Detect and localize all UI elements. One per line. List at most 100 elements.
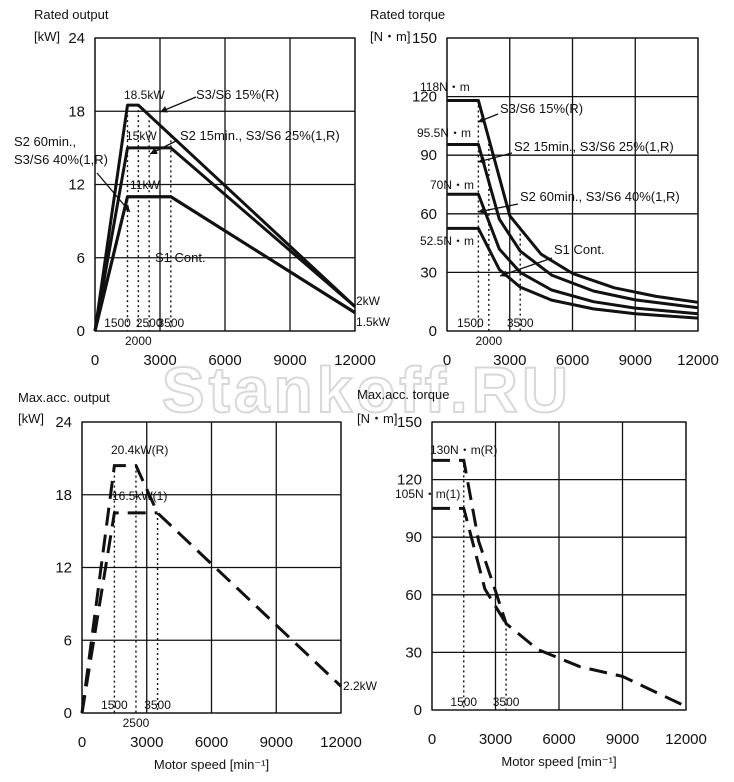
speed-marker-label: 1500 bbox=[457, 316, 484, 330]
annotation-label: S1 Cont. bbox=[554, 242, 605, 257]
y-tick-label: 24 bbox=[55, 414, 72, 431]
x-tick-label: 6000 bbox=[542, 731, 575, 748]
plot-frame bbox=[431, 421, 687, 711]
x-tick-label: 6000 bbox=[556, 352, 589, 369]
series-line-1 bbox=[93, 103, 357, 332]
y-tick-label: 0 bbox=[414, 702, 422, 719]
annotation-label: 11kW bbox=[130, 178, 160, 192]
annotation-arrow bbox=[499, 257, 553, 277]
annotation-label: 95.5N・m bbox=[417, 126, 471, 140]
x-axis-label: Motor speed [min⁻¹] bbox=[154, 757, 269, 772]
y-tick-label: 6 bbox=[77, 250, 85, 267]
annotation-arrow bbox=[96, 172, 131, 213]
x-tick-label: 6000 bbox=[208, 352, 241, 369]
x-tick-label: 12000 bbox=[320, 734, 362, 751]
x-tick-label: 0 bbox=[91, 352, 99, 369]
speed-marker-label: 1500 bbox=[450, 695, 477, 709]
y-unit-label: [N・m] bbox=[370, 29, 410, 44]
annotation-label: 16.5kW(1) bbox=[112, 489, 167, 503]
annotation-label: S3/S6 40%(1,R) bbox=[14, 152, 108, 167]
x-tick-label: 3000 bbox=[493, 352, 526, 369]
x-tick-label: 9000 bbox=[260, 734, 293, 751]
speed-marker-label: 3500 bbox=[144, 698, 171, 712]
series-line-2 bbox=[80, 511, 158, 714]
chart-title: Max.acc. torque bbox=[357, 387, 450, 402]
arrow-head bbox=[478, 116, 486, 123]
y-tick-label: 90 bbox=[405, 529, 422, 546]
speed-marker-label: 2000 bbox=[475, 334, 502, 348]
annotation-label: S3/S6 15%(R) bbox=[196, 87, 279, 102]
y-tick-label: 30 bbox=[405, 644, 422, 661]
y-tick-label: 150 bbox=[397, 414, 422, 431]
arrow-head bbox=[160, 106, 168, 113]
annotation-label: 130N・m(R) bbox=[430, 443, 497, 457]
annotation-label: S2 60min., bbox=[14, 134, 76, 149]
x-tick-label: 3000 bbox=[130, 734, 163, 751]
x-tick-label: 9000 bbox=[606, 731, 639, 748]
x-tick-label: 0 bbox=[428, 731, 436, 748]
y-tick-label: 12 bbox=[55, 560, 72, 577]
speed-marker-label: 3500 bbox=[157, 316, 184, 330]
series-line-2 bbox=[432, 506, 508, 625]
speed-marker-label: 3500 bbox=[507, 316, 534, 330]
plot-frame bbox=[446, 37, 699, 332]
y-tick-label: 120 bbox=[397, 472, 422, 489]
annotation-label: 15kW bbox=[126, 129, 157, 143]
y-tick-label: 0 bbox=[77, 323, 85, 340]
x-tick-label: 9000 bbox=[273, 352, 306, 369]
y-tick-label: 90 bbox=[420, 147, 437, 164]
chart-title: Rated output bbox=[34, 7, 109, 22]
series-line-4 bbox=[93, 195, 356, 332]
series-line-1 bbox=[80, 464, 343, 714]
watermark-text: Stankoff.RU bbox=[162, 354, 572, 426]
chart-title: Rated torque bbox=[370, 7, 445, 22]
y-tick-label: 0 bbox=[429, 323, 437, 340]
annotation-label: 20.4kW(R) bbox=[111, 443, 168, 457]
speed-marker-label: 2000 bbox=[125, 334, 152, 348]
speed-marker-label: 1500 bbox=[101, 698, 128, 712]
chart-panel-3: Max.acc. output [kW] 0 3000 6000 9000 12000 0 6 1… bbox=[18, 390, 362, 772]
speed-marker-label: 1500 bbox=[104, 316, 131, 330]
annotation-label: S2 60min., S3/S6 40%(1,R) bbox=[520, 189, 680, 204]
series-line-2 bbox=[93, 146, 356, 332]
plot-frame bbox=[94, 37, 356, 332]
y-tick-label: 60 bbox=[405, 587, 422, 604]
x-tick-label: 12000 bbox=[665, 731, 707, 748]
series-line-4 bbox=[447, 226, 699, 320]
annotation-label: 52.5N・m bbox=[420, 234, 474, 248]
y-tick-label: 120 bbox=[412, 89, 437, 106]
chart-panel-4: Max.acc. torque [N・m] 0 3000 6000 9000 12000 0 3… bbox=[357, 387, 707, 769]
annotation-label: 70N・m bbox=[430, 178, 474, 192]
arrow-head bbox=[500, 270, 508, 278]
y-tick-label: 60 bbox=[420, 206, 437, 223]
annotation-label: S2 15min., S3/S6 25%(1,R) bbox=[514, 139, 674, 154]
series-line-3 bbox=[447, 192, 699, 316]
y-tick-label: 150 bbox=[412, 30, 437, 47]
series-line-1 bbox=[432, 458, 687, 708]
y-tick-label: 24 bbox=[68, 30, 85, 47]
speed-marker-label: 3500 bbox=[493, 695, 520, 709]
y-unit-label: [N・m] bbox=[357, 411, 397, 426]
y-unit-label: [kW] bbox=[18, 411, 44, 426]
y-tick-label: 12 bbox=[68, 177, 85, 194]
annotation-label: 2kW bbox=[356, 294, 381, 308]
chart-panel-1: Rated output [kW] 0 3000 6000 9000 12000 0 6 12 18… bbox=[34, 7, 376, 369]
x-tick-label: 9000 bbox=[619, 352, 652, 369]
x-tick-label: 0 bbox=[78, 734, 86, 751]
annotation-label: 2.2kW bbox=[343, 679, 378, 693]
annotation-label: S3/S6 15%(R) bbox=[500, 101, 583, 116]
y-tick-label: 18 bbox=[68, 103, 85, 120]
speed-marker-label: 2500 bbox=[136, 316, 163, 330]
x-axis-label: Motor speed [min⁻¹] bbox=[501, 754, 616, 769]
annotation-label: 118N・m bbox=[420, 80, 470, 94]
annotation-label: 18.5kW bbox=[124, 88, 165, 102]
y-tick-label: 6 bbox=[64, 632, 72, 649]
chart-title: Max.acc. output bbox=[18, 390, 110, 405]
arrow-head bbox=[122, 204, 130, 212]
y-tick-label: 0 bbox=[64, 705, 72, 722]
speed-marker-label: 2500 bbox=[123, 716, 150, 730]
y-tick-label: 18 bbox=[55, 487, 72, 504]
annotation-label: 105N・m(1) bbox=[395, 487, 460, 501]
x-tick-label: 3000 bbox=[143, 352, 176, 369]
